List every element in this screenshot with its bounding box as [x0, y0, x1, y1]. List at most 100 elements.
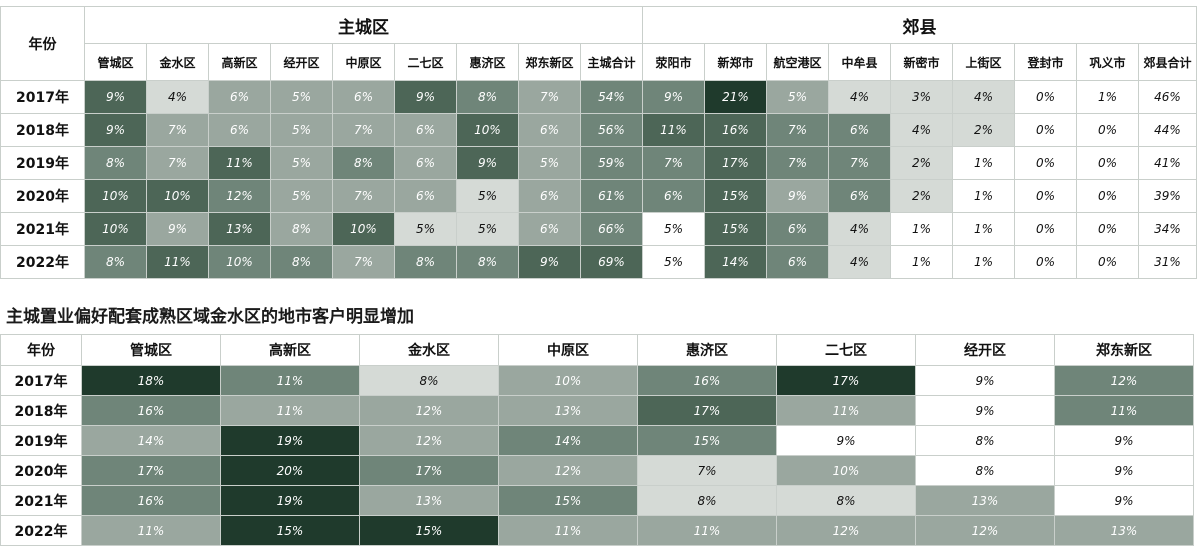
column-header: 管城区	[84, 43, 147, 81]
heat-cell: 31%	[1138, 245, 1197, 279]
heat-cell: 9%	[915, 365, 1055, 396]
heat-cell: 11%	[146, 245, 209, 279]
heat-cell: 1%	[952, 212, 1015, 246]
heat-cell: 8%	[84, 245, 147, 279]
heat-cell: 9%	[146, 212, 209, 246]
column-header: 上街区	[952, 43, 1015, 81]
heat-cell: 8%	[915, 425, 1055, 456]
heat-cell: 5%	[270, 179, 333, 213]
heat-cell: 19%	[220, 425, 360, 456]
heat-cell: 4%	[890, 113, 953, 147]
heat-cell: 14%	[704, 245, 767, 279]
column-header: 惠济区	[637, 334, 777, 366]
heat-cell: 15%	[220, 515, 360, 546]
heat-cell: 8%	[456, 245, 519, 279]
heat-cell: 2%	[890, 179, 953, 213]
heat-cell: 13%	[1054, 515, 1194, 546]
heat-cell: 0%	[1014, 179, 1077, 213]
heat-cell: 6%	[394, 146, 457, 180]
heat-cell: 5%	[766, 80, 829, 114]
heat-cell: 39%	[1138, 179, 1197, 213]
heat-cell: 7%	[146, 146, 209, 180]
heat-cell: 5%	[456, 179, 519, 213]
heat-cell: 11%	[642, 113, 705, 147]
column-header: 中牟县	[828, 43, 891, 81]
heat-cell: 8%	[84, 146, 147, 180]
heat-cell: 2%	[952, 113, 1015, 147]
heat-cell: 11%	[208, 146, 271, 180]
table-row: 2020年 10% 10% 12% 5% 7% 6% 5% 6% 61% 6% 15% 9% 6% 2% 1%…	[0, 179, 1197, 213]
heat-cell: 34%	[1138, 212, 1197, 246]
heat-cell: 8%	[637, 485, 777, 516]
year-label: 2019年	[0, 425, 82, 456]
column-header: 经开区	[270, 43, 333, 81]
heat-cell: 0%	[1014, 245, 1077, 279]
heat-cell: 9%	[1054, 485, 1194, 516]
heat-cell: 1%	[1076, 80, 1139, 114]
year-label: 2019年	[0, 146, 85, 180]
heat-cell: 12%	[359, 425, 499, 456]
heat-cell: 10%	[776, 455, 916, 486]
heat-cell: 15%	[704, 179, 767, 213]
column-header: 新郑市	[704, 43, 767, 81]
heat-cell: 5%	[456, 212, 519, 246]
heat-cell: 9%	[776, 425, 916, 456]
heat-cell: 16%	[704, 113, 767, 147]
year-label: 2018年	[0, 113, 85, 147]
column-header: 金水区	[146, 43, 209, 81]
heat-cell: 13%	[208, 212, 271, 246]
heat-cell: 12%	[1054, 365, 1194, 396]
column-header: 主城合计	[580, 43, 643, 81]
heat-cell: 6%	[208, 113, 271, 147]
heat-cell: 6%	[208, 80, 271, 114]
table-row: 2017年 9% 4% 6% 5% 6% 9% 8% 7% 54% 9% 21% 5% 4% 3% 4% 0% 1…	[0, 80, 1197, 114]
heat-cell: 6%	[828, 179, 891, 213]
year-header: 年份	[0, 6, 85, 81]
year-label: 2021年	[0, 212, 85, 246]
heat-cell: 17%	[704, 146, 767, 180]
heat-cell: 15%	[359, 515, 499, 546]
heat-cell: 6%	[766, 212, 829, 246]
heat-cell: 0%	[1076, 212, 1139, 246]
heat-cell: 0%	[1076, 245, 1139, 279]
heat-cell: 11%	[637, 515, 777, 546]
heat-cell: 59%	[580, 146, 643, 180]
heat-cell: 9%	[84, 113, 147, 147]
heat-cell: 8%	[456, 80, 519, 114]
year-label: 2021年	[0, 485, 82, 516]
heat-cell: 9%	[394, 80, 457, 114]
heat-cell: 4%	[146, 80, 209, 114]
heat-cell: 4%	[828, 80, 891, 114]
heat-cell: 7%	[332, 113, 395, 147]
column-header: 中原区	[332, 43, 395, 81]
column-header: 新密市	[890, 43, 953, 81]
column-header: 郊县合计	[1138, 43, 1197, 81]
heat-cell: 11%	[81, 515, 221, 546]
heat-cell: 6%	[642, 179, 705, 213]
column-header: 管城区	[81, 334, 221, 366]
heat-cell: 5%	[642, 212, 705, 246]
heat-cell: 8%	[915, 455, 1055, 486]
heat-cell: 11%	[776, 395, 916, 426]
heat-cell: 9%	[1054, 425, 1194, 456]
heat-cell: 9%	[915, 395, 1055, 426]
section-title: 主城置业偏好配套成熟区域金水区的地市客户明显增加	[6, 307, 414, 327]
heat-cell: 12%	[915, 515, 1055, 546]
heat-cell: 46%	[1138, 80, 1197, 114]
heat-cell: 10%	[208, 245, 271, 279]
heat-cell: 5%	[270, 146, 333, 180]
heat-cell: 8%	[359, 365, 499, 396]
heat-cell: 10%	[84, 212, 147, 246]
column-header: 二七区	[776, 334, 916, 366]
heat-cell: 7%	[637, 455, 777, 486]
heat-cell: 6%	[332, 80, 395, 114]
heat-cell: 7%	[518, 80, 581, 114]
table-row: 2022年 8% 11% 10% 8% 7% 8% 8% 9% 69% 5% 14% 6% 4% 1% 1% 0…	[0, 245, 1197, 279]
column-header: 中原区	[498, 334, 638, 366]
heat-cell: 5%	[270, 80, 333, 114]
heat-cell: 4%	[828, 245, 891, 279]
heat-cell: 3%	[890, 80, 953, 114]
heat-cell: 5%	[642, 245, 705, 279]
group-header-suburbs: 郊县	[642, 6, 1197, 44]
heat-cell: 61%	[580, 179, 643, 213]
